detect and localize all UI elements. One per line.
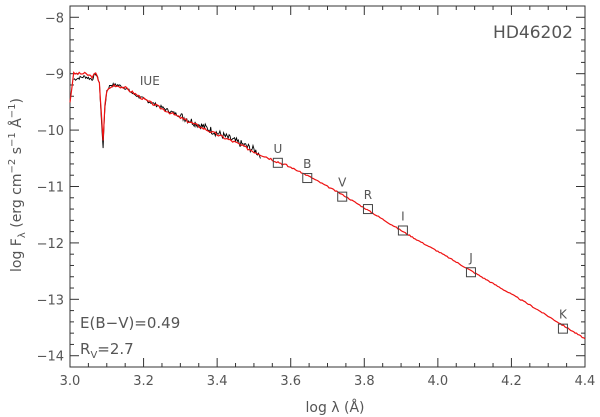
- y-label-sup1: −2: [7, 159, 18, 174]
- x-tick-label: 4.0: [428, 374, 449, 389]
- y-label-sup2: −1: [7, 132, 18, 147]
- photometry-band-label: U: [273, 142, 282, 156]
- x-axis-label: log λ (Å): [305, 399, 364, 416]
- y-tick-label: −9: [45, 68, 64, 83]
- x-tick-label: 3.2: [133, 374, 154, 389]
- photometry-point: [302, 173, 313, 184]
- photometry-band-label: J: [468, 251, 473, 265]
- x-tick-label: 4.2: [501, 374, 522, 389]
- x-tick-label: 4.4: [575, 374, 596, 389]
- model-spectrum-line: [69, 71, 586, 340]
- y-label-mid2: Å: [8, 118, 25, 132]
- rv-sub: V: [90, 350, 97, 361]
- y-tick-label: −11: [37, 181, 64, 196]
- rv-label: RV=2.7: [80, 340, 134, 361]
- y-tick-label: −8: [45, 11, 64, 26]
- y-label-close: ): [9, 98, 25, 103]
- reddening-label: E(B−V)=0.49: [80, 314, 180, 332]
- y-label-unit: (erg cm: [9, 174, 25, 233]
- x-tick-label: 3.0: [60, 374, 81, 389]
- y-tick-label: −12: [37, 237, 64, 252]
- photometry-point: [465, 267, 476, 278]
- photometry-band-label: B: [303, 157, 311, 171]
- y-tick-label: −13: [37, 293, 64, 308]
- rv-value: =2.7: [97, 340, 133, 358]
- photometry-point: [557, 323, 568, 334]
- y-axis-label: log Fλ (erg cm−2 s−1 Å−1): [7, 98, 28, 272]
- y-label-mid1: s: [9, 147, 25, 159]
- x-tick-label: 3.4: [207, 374, 228, 389]
- photometry-point: [362, 204, 373, 215]
- photometry-band-label: R: [364, 188, 372, 202]
- x-tick-label: 3.6: [280, 374, 301, 389]
- series-layer: [69, 71, 586, 340]
- photometry-layer: U B V R I J K: [272, 142, 568, 334]
- photometry-band-label: I: [401, 209, 405, 223]
- photometry-point: [272, 157, 283, 168]
- axis-ticks: 3.0 3.2 3.4 3.6 3.8 4.0 4.2 4.4 −14 −13 −12 −11 −10 −…: [37, 5, 596, 389]
- photometry-point: [397, 225, 408, 236]
- y-label-sub: λ: [17, 232, 28, 238]
- photometry-band-label: V: [338, 176, 347, 190]
- rv-main: R: [80, 340, 90, 358]
- iue-label: IUE: [140, 74, 160, 88]
- y-label-sup3: −1: [7, 103, 18, 118]
- photometry-band-label: K: [559, 308, 568, 322]
- chart-title: HD46202: [493, 23, 573, 43]
- y-tick-label: −14: [37, 350, 64, 365]
- photometry-point: [337, 191, 348, 202]
- y-tick-label: −10: [37, 124, 64, 139]
- x-tick-label: 3.8: [354, 374, 375, 389]
- y-label-pre: log F: [9, 238, 25, 272]
